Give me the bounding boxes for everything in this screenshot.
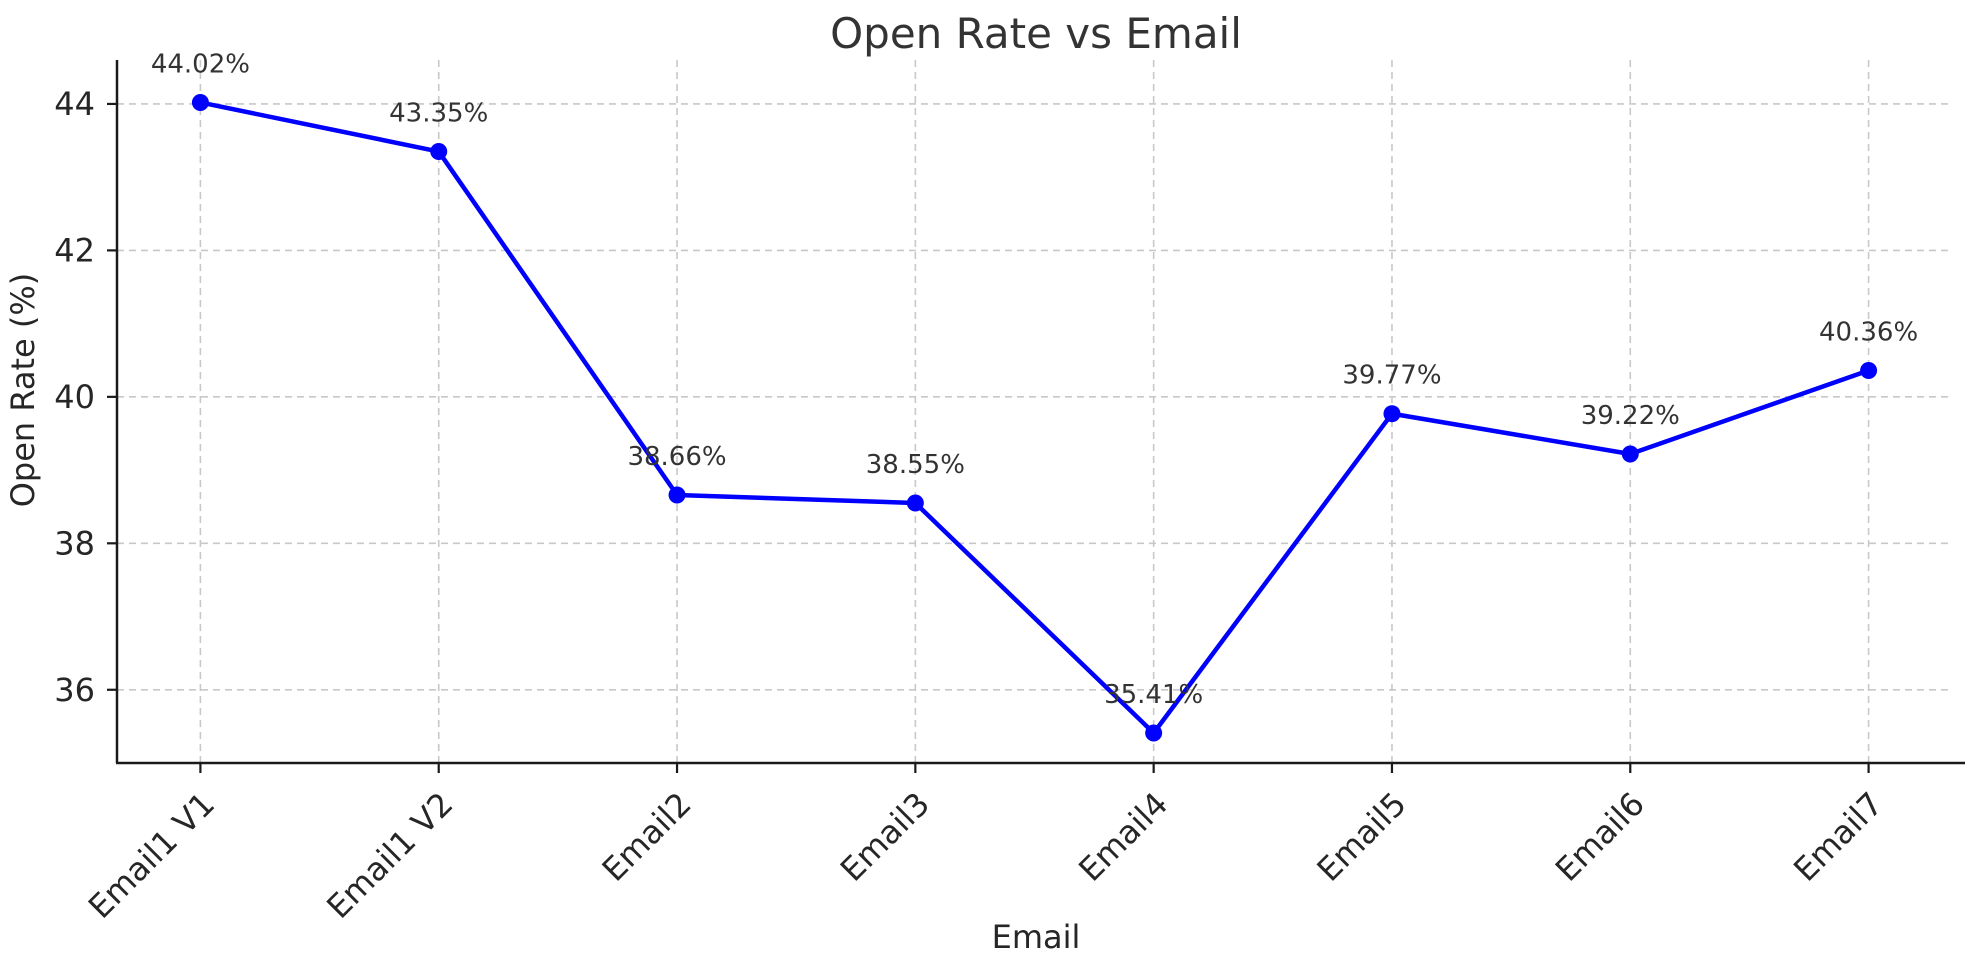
data-point-marker — [906, 494, 924, 512]
data-point-label: 38.55% — [866, 450, 965, 480]
line-series — [191, 93, 1878, 742]
data-point-marker — [191, 93, 209, 111]
data-point-label: 43.35% — [389, 99, 488, 129]
y-tick-labels: 36 38 40 42 44 — [54, 85, 95, 709]
data-point-marker — [430, 143, 448, 161]
data-point-label: 39.77% — [1342, 361, 1441, 391]
y-tick-label: 44 — [54, 85, 95, 123]
data-point-label: 39.22% — [1581, 401, 1680, 431]
tick-marks — [107, 102, 1870, 773]
data-point-marker — [1383, 405, 1401, 423]
y-tick-label: 40 — [54, 378, 95, 416]
y-tick-label: 36 — [54, 671, 95, 709]
gridlines — [117, 60, 1952, 763]
data-point-label: 35.41% — [1104, 680, 1203, 710]
y-tick-label: 38 — [54, 524, 95, 562]
axis-spines — [115, 60, 1965, 765]
data-point-marker — [1145, 724, 1163, 742]
data-point-marker — [668, 486, 686, 504]
series-line — [198, 100, 1871, 736]
x-axis-label: Email — [992, 918, 1081, 956]
data-point-label: 40.36% — [1819, 317, 1918, 347]
chart-title: Open Rate vs Email — [830, 9, 1242, 58]
data-point-marker — [1621, 445, 1639, 463]
data-point-label: 38.66% — [627, 442, 726, 472]
data-point-label: 44.02% — [151, 49, 250, 79]
y-tick-label: 42 — [54, 231, 95, 269]
data-labels: 44.02% 43.35% 38.66% 38.55% 35.41% 39.77% 39.2… — [151, 49, 1918, 710]
y-axis-label: Open Rate (%) — [4, 273, 42, 508]
data-point-marker — [1860, 361, 1878, 379]
